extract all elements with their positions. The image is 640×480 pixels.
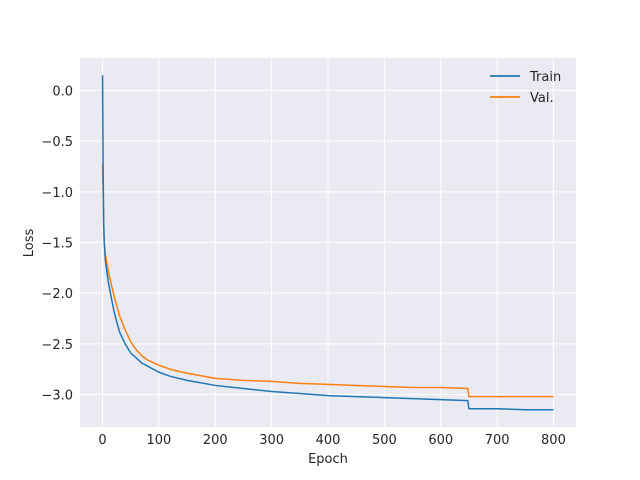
y-tick-label: 0.0 [52,84,73,99]
series-lines [101,75,554,411]
legend: Train Val. [490,70,561,106]
y-tick-label: −1.5 [41,237,73,252]
x-tick-label: 100 [146,433,171,448]
y-tick-label: −3.0 [41,389,73,404]
y-tick-label: −2.0 [41,287,73,302]
y-tick-label: −0.5 [41,135,73,150]
legend-label: Val. [530,91,554,106]
x-tick-label: 800 [541,433,566,448]
x-tick-label: 700 [485,433,510,448]
y-gridlines [80,89,576,396]
y-tick-label: −2.5 [41,338,73,353]
legend-label: Train [529,70,561,85]
x-tick-label: 0 [98,433,106,448]
y-axis-label: Loss [22,229,37,258]
x-tick-label: 500 [372,433,397,448]
x-axis-label: Epoch [308,452,348,467]
x-tick-label: 600 [428,433,453,448]
series-line-val [101,164,554,398]
y-tick-label: −1.0 [41,186,73,201]
x-tick-label: 200 [203,433,228,448]
y-tick-labels: 0.0 −0.5 −1.0 −1.5 −2.0 −2.5 −3.0 [41,84,73,403]
x-tick-label: 300 [259,433,284,448]
x-tick-labels: 0 100 200 300 400 500 600 700 800 [98,433,565,448]
x-tick-label: 400 [316,433,341,448]
series-line-train [101,75,554,411]
